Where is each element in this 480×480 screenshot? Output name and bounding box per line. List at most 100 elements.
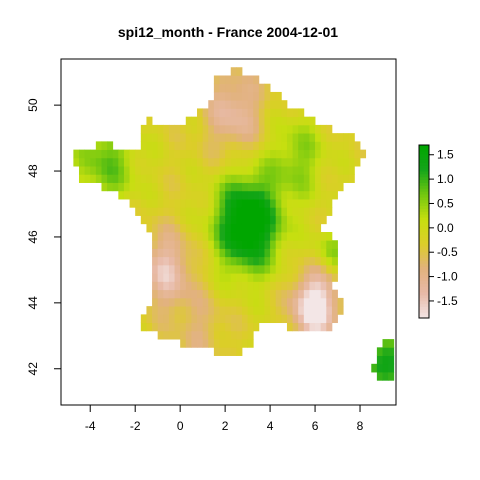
raster-cell [174,215,181,225]
raster-cell [225,133,232,142]
raster-cell [135,190,142,200]
raster-cell [286,322,293,332]
raster-cell [326,190,333,200]
raster-cell [309,141,316,151]
raster-cell [270,157,277,167]
raster-cell [241,75,249,85]
raster-cell [253,83,260,93]
raster-cell [270,223,277,233]
raster-cell [168,166,175,175]
raster-cell [281,281,288,291]
x-tick-label: 0 [177,419,184,433]
raster-cell [326,281,333,291]
raster-cell [253,190,260,200]
raster-cell [225,347,232,356]
raster-cell [309,256,316,266]
raster-cell [230,273,237,282]
raster-cell [191,116,198,126]
colorbar-segment [419,292,429,296]
raster-cell [202,174,209,183]
raster-cell [236,314,243,324]
raster-cell [258,124,265,134]
raster-cell [213,322,220,332]
raster-cell [230,314,237,324]
raster-cell [185,149,192,159]
raster-cell [241,174,249,183]
raster-cell [208,314,215,324]
raster-cell [174,264,181,274]
raster-cell [202,149,209,159]
raster-cell [78,174,86,183]
raster-cell [230,297,237,307]
raster-cell [185,281,192,291]
raster-cell [281,133,288,142]
raster-cell [208,182,215,192]
raster-cell [286,264,293,274]
raster-cell [281,199,288,208]
raster-cell [163,182,170,192]
raster-cell [225,314,232,324]
raster-cell [275,297,282,307]
raster-cell [315,297,322,307]
raster-cell [208,133,215,142]
raster-cell [320,157,327,167]
raster-cell [213,281,220,291]
raster-cell [253,199,260,208]
raster-cell [197,166,204,175]
raster-cell [180,281,187,291]
raster-cell [247,133,254,142]
raster-cell [191,133,198,142]
raster-cell [230,133,237,142]
raster-cell [225,223,232,233]
raster-cell [197,182,204,192]
raster-cell [264,149,271,159]
raster-cell [202,166,209,175]
raster-cell [303,190,310,200]
colorbar-segment [419,228,429,232]
raster-cell [258,116,265,126]
raster-cell [219,124,226,134]
x-tick-label: 8 [357,419,364,433]
raster-cell [208,281,215,291]
raster-cell [180,207,187,216]
raster-cell [180,322,187,332]
raster-cell [163,297,170,307]
raster-cell [230,124,237,134]
raster-cell [270,199,277,208]
raster-cell [225,330,232,340]
raster-cell [208,207,215,216]
raster-cell [225,289,232,299]
raster-cell [157,330,164,340]
raster-cell [298,264,305,274]
raster-cell [230,223,237,233]
raster-cell [286,133,293,142]
raster-cell [230,232,237,241]
raster-cell [225,297,232,307]
raster-cell [225,174,232,183]
raster-cell [309,157,316,167]
raster-cell [140,190,147,200]
raster-cell [281,108,288,118]
raster-cell [213,306,220,315]
raster-cell [270,314,277,324]
raster-cell [348,157,355,167]
raster-cell [247,322,254,332]
raster-cell [382,372,389,381]
raster-cell [236,166,243,175]
raster-cell [275,91,282,101]
raster-cell [247,297,254,307]
x-tick-label: 6 [312,419,319,433]
raster-cell [320,256,327,266]
raster-cell [225,306,232,315]
raster-cell [264,83,271,93]
raster-cell [219,306,226,315]
raster-cell [185,240,192,249]
raster-cell [281,289,288,299]
raster-cell [208,273,215,282]
raster-cell [264,182,271,192]
raster-cell [264,240,271,249]
raster-cell [202,281,209,291]
colorbar-segment [419,248,429,253]
raster-cell [326,240,333,249]
raster-cell [275,149,282,159]
